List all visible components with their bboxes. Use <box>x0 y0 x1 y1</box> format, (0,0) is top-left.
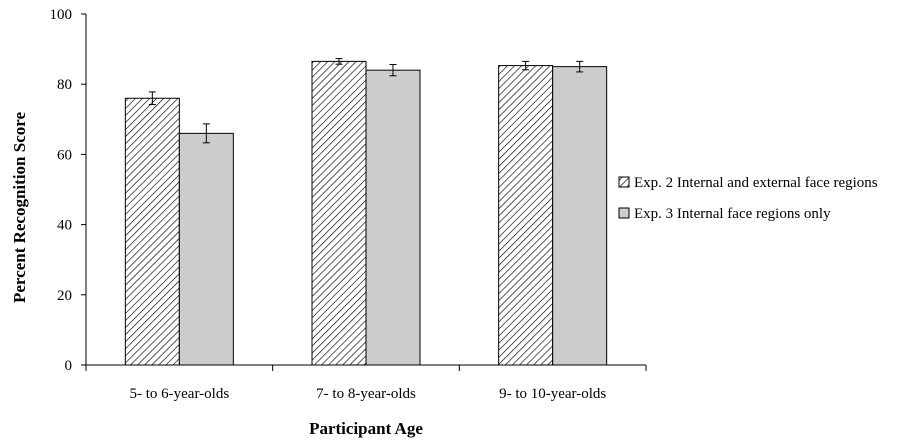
x-category-label: 7- to 8-year-olds <box>316 386 416 402</box>
x-category-label: 9- to 10-year-olds <box>499 386 606 402</box>
y-tick-label: 40 <box>57 218 72 234</box>
y-tick-label: 80 <box>57 77 72 93</box>
bar-exp3 <box>552 66 608 366</box>
y-axis-title: Percent Recognition Score <box>10 112 29 303</box>
y-tick-label: 0 <box>65 358 73 374</box>
x-axis-title: Participant Age <box>309 419 423 438</box>
y-tick-label: 20 <box>57 288 72 304</box>
legend-swatch-exp3 <box>618 207 630 219</box>
bar-exp2 <box>498 65 554 366</box>
x-category-label: 5- to 6-year-olds <box>129 386 229 402</box>
bar-exp3 <box>178 132 234 366</box>
legend-label: Exp. 2 Internal and external face region… <box>634 175 878 191</box>
bar-exp2 <box>124 97 180 366</box>
y-tick-label: 60 <box>57 147 72 163</box>
legend-swatch-exp2 <box>618 176 630 188</box>
bar-exp3 <box>365 69 421 366</box>
bar-exp2 <box>311 60 367 366</box>
legend-label: Exp. 3 Internal face regions only <box>634 206 831 222</box>
y-tick-label: 100 <box>50 7 73 23</box>
